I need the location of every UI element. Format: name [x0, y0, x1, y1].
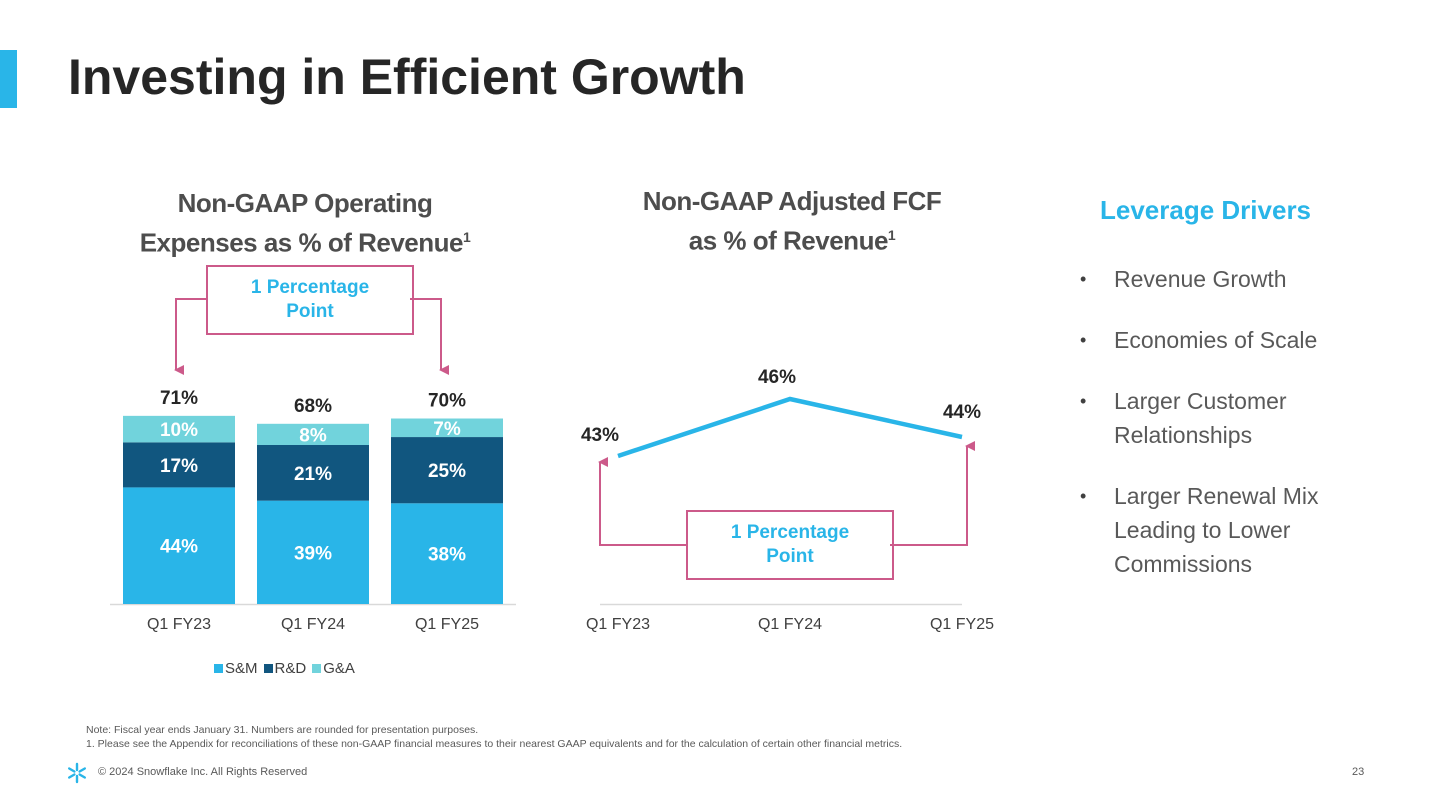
- opex-chart-title-line2: Expenses as % of Revenue: [139, 227, 464, 258]
- bar-label-ga: 10%: [160, 420, 198, 441]
- footnote: Note: Fiscal year ends January 31. Numbe…: [86, 723, 902, 751]
- bar-segment-ga: [391, 418, 503, 438]
- bar-total-label: 68%: [294, 396, 332, 417]
- opex-chart-title: Non-GAAP Operating Expenses as % of Reve…: [120, 186, 490, 260]
- legend-label-ga: G&A: [323, 660, 355, 677]
- driver-item: • Economies of Scale: [1080, 323, 1354, 357]
- driver-item-text: Larger Customer Relationships: [1114, 388, 1287, 448]
- callout1-line2: Point: [286, 301, 334, 322]
- bar-label-sm: 38%: [428, 545, 466, 566]
- fcf-line-series: [617, 396, 963, 459]
- copyright-text: © 2024 Snowflake Inc. All Rights Reserve…: [98, 766, 308, 778]
- bar-label-rd: 25%: [428, 461, 466, 482]
- legend-swatch-sm: [214, 664, 223, 673]
- opex-footnote-marker: 1: [462, 229, 471, 245]
- bar-segment-rd: [123, 442, 235, 488]
- legend-swatch-rd: [263, 664, 273, 673]
- bullet-icon: •: [1080, 486, 1087, 506]
- bar-label-rd: 17%: [160, 456, 198, 477]
- footnote-line1: Note: Fiscal year ends January 31. Numbe…: [86, 724, 479, 736]
- x-tick-label: Q1 FY23: [586, 616, 650, 633]
- opex-bar-chart: 44% 17% 10% 71% Q1 FY23 39% 21% 8% 68% Q1 FY24 38%…: [110, 388, 516, 633]
- legend-label-sm: S&M: [225, 660, 258, 677]
- bar-segment-ga: [257, 423, 369, 445]
- leverage-drivers-list: • Revenue Growth • Economies of Scale • Lar…: [1080, 262, 1354, 608]
- fcf-chart-title: Non-GAAP Adjusted FCF as % of Revenue1: [612, 184, 972, 258]
- legend-label-rd: R&D: [274, 660, 307, 677]
- bar-segment-rd: [391, 437, 503, 504]
- x-tick-label: Q1 FY25: [415, 616, 479, 633]
- legend-item-rd: R&D: [263, 660, 307, 677]
- fcf-data-label: 43%: [581, 425, 619, 446]
- bar-label-ga: 8%: [299, 425, 327, 446]
- opex-legend: S&M R&D G&A: [214, 660, 355, 677]
- fcf-line-chart: 43% Q1 FY23 46% Q1 FY24 44% Q1 FY25: [581, 367, 994, 633]
- legend-swatch-ga: [312, 664, 322, 673]
- slide-title: Investing in Efficient Growth: [68, 49, 746, 105]
- driver-item: • Larger Renewal Mix Leading to Lower Com…: [1080, 479, 1354, 581]
- callout2-right-arrow: [890, 441, 975, 546]
- x-tick-label: Q1 FY24: [758, 616, 822, 633]
- callout2-left-arrow: [598, 457, 686, 546]
- legend-item-sm: S&M: [214, 660, 258, 677]
- bar-label-rd: 21%: [294, 464, 332, 485]
- title-accent-bar: [0, 50, 17, 108]
- bar-label-sm: 44%: [160, 537, 198, 558]
- callout-box-fcf: 1 Percentage Point: [686, 510, 894, 580]
- fcf-data-label: 46%: [758, 367, 796, 388]
- callout1-right-arrow: [410, 298, 449, 375]
- fcf-chart-title-line1: Non-GAAP Adjusted FCF: [642, 186, 942, 216]
- leverage-drivers-title: Leverage Drivers: [1100, 195, 1312, 225]
- fcf-chart-title-line2: as % of Revenue: [688, 225, 889, 256]
- driver-item-text: Revenue Growth: [1114, 266, 1287, 292]
- bullet-icon: •: [1080, 330, 1087, 350]
- bar-segment-sm: [257, 500, 369, 604]
- callout2-line1: 1 Percentage: [730, 522, 850, 543]
- fcf-data-label: 44%: [943, 402, 981, 423]
- bar-label-ga: 7%: [433, 419, 461, 440]
- legend-item-ga: G&A: [312, 660, 355, 677]
- footnote-line2: 1. Please see the Appendix for reconcili…: [86, 738, 903, 750]
- bar-segment-sm: [123, 487, 235, 604]
- bullet-icon: •: [1080, 269, 1087, 289]
- fcf-footnote-marker: 1: [887, 227, 896, 243]
- callout-box-opex: 1 Percentage Point: [206, 265, 414, 335]
- driver-item: • Larger Customer Relationships: [1080, 384, 1354, 452]
- x-tick-label: Q1 FY24: [281, 616, 345, 633]
- bullet-icon: •: [1080, 391, 1087, 411]
- bar-total-label: 71%: [160, 388, 198, 409]
- bar-label-sm: 39%: [294, 543, 332, 564]
- opex-chart-title-line1: Non-GAAP Operating: [177, 188, 433, 218]
- bar-segment-ga: [123, 415, 235, 443]
- snowflake-logo-icon: [68, 762, 86, 784]
- bar-total-label: 70%: [428, 391, 466, 412]
- bar-segment-rd: [257, 445, 369, 501]
- x-tick-label: Q1 FY25: [930, 616, 994, 633]
- driver-item: • Revenue Growth: [1080, 262, 1354, 296]
- bar-segment-sm: [391, 503, 503, 604]
- driver-item-text: Economies of Scale: [1114, 327, 1318, 353]
- callout1-line1: 1 Percentage: [250, 277, 370, 298]
- callout1-left-arrow: [174, 298, 206, 375]
- page-number: 23: [1352, 766, 1365, 778]
- x-tick-label: Q1 FY23: [147, 616, 211, 633]
- callout2-line2: Point: [766, 546, 814, 567]
- driver-item-text: Larger Renewal Mix Leading to Lower Comm…: [1114, 483, 1319, 577]
